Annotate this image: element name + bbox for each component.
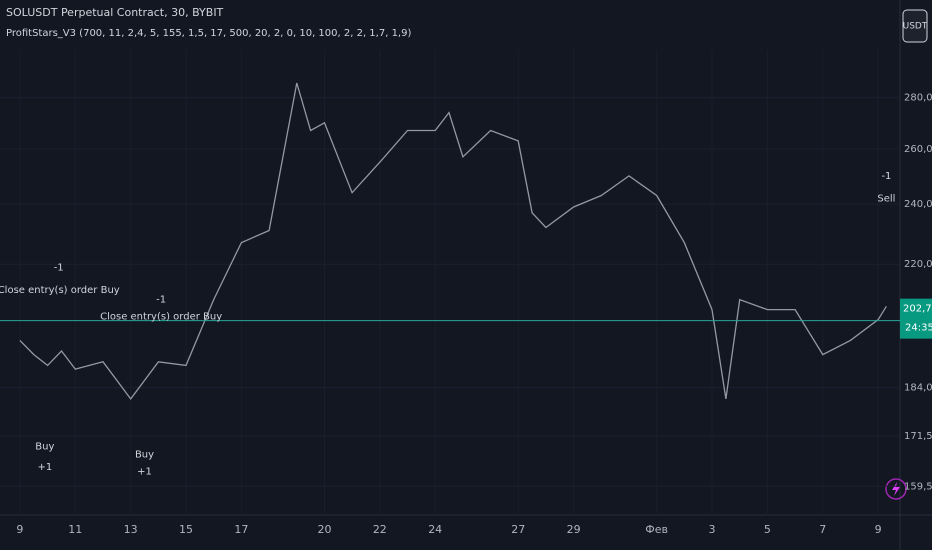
x-tick-label: 13 xyxy=(124,523,138,536)
annotation: Close entry(s) order Buy xyxy=(0,285,120,296)
y-tick-label: 159,50 xyxy=(904,481,932,492)
axes: 280,00 260,00 240,00 220,00 184,00 171,50 159,… xyxy=(0,50,932,536)
last-price-label: 202,73 xyxy=(903,304,932,315)
x-tick-label: 5 xyxy=(764,523,771,536)
annotation: +1 xyxy=(37,462,52,473)
currency-label[interactable]: USDT xyxy=(903,22,928,32)
annotation: +1 xyxy=(137,466,152,477)
last-price-box xyxy=(900,298,932,339)
x-tick-label: 24 xyxy=(428,523,442,536)
x-tick-label: 29 xyxy=(567,523,581,536)
y-tick-label: 280,00 xyxy=(904,93,932,104)
x-tick-label: 27 xyxy=(511,523,525,536)
annotation: Sell xyxy=(877,193,895,204)
y-tick-label: 240,00 xyxy=(904,199,932,210)
x-tick-label: 11 xyxy=(68,523,82,536)
annotation: Close entry(s) order Buy xyxy=(100,311,222,322)
annotation: -1 xyxy=(156,295,166,306)
x-tick-label: 20 xyxy=(317,523,331,536)
y-tick-label: 171,50 xyxy=(904,431,932,442)
countdown-label: 24:35 xyxy=(905,323,932,334)
y-tick-label: 184,00 xyxy=(904,383,932,394)
lightning-icon[interactable] xyxy=(885,478,907,500)
x-tick-label: 7 xyxy=(819,523,826,536)
currency-button[interactable] xyxy=(902,9,928,43)
x-tick-label: 3 xyxy=(709,523,716,536)
y-tick-label: 260,00 xyxy=(904,144,932,155)
indicator-label: ProfitStars_V3 (700, 11, 2,4, 5, 155, 1,… xyxy=(6,28,411,39)
annotation: -1 xyxy=(881,171,891,182)
annotation: -1 xyxy=(54,262,64,273)
chart-title: SOLUSDT Perpetual Contract, 30, BYBIT xyxy=(6,6,224,19)
x-tick-label: 15 xyxy=(179,523,193,536)
price-line xyxy=(19,82,887,400)
x-tick-label: 22 xyxy=(373,523,387,536)
annotation: Buy xyxy=(135,450,154,461)
y-tick-label: 220,00 xyxy=(904,259,932,270)
lightning-icon xyxy=(892,482,900,496)
x-tick-label: 9 xyxy=(16,523,23,536)
annotation: Buy xyxy=(35,441,54,452)
x-tick-label: Фев xyxy=(645,523,668,536)
x-tick-label: 17 xyxy=(234,523,248,536)
x-tick-label: 9 xyxy=(875,523,882,536)
